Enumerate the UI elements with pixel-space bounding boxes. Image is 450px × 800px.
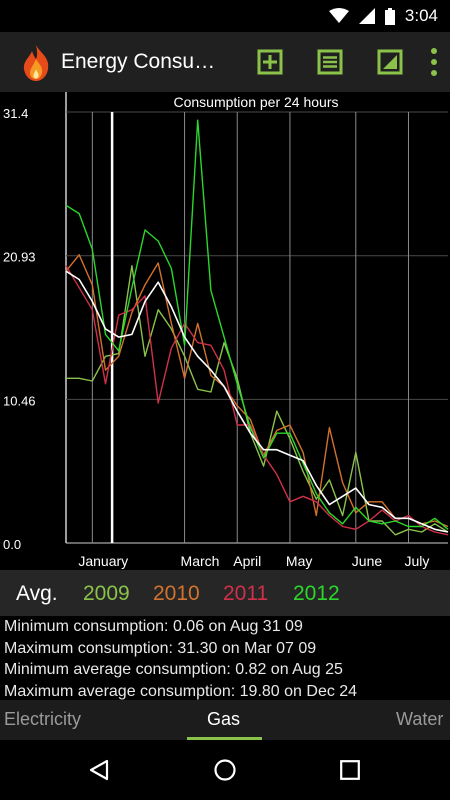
wifi-icon — [328, 8, 349, 23]
legend-item-2009[interactable]: 2009 — [83, 582, 130, 605]
legend-item-2011[interactable]: 2011 — [223, 582, 269, 605]
legend-avg-label: Avg. — [16, 582, 58, 605]
y-tick-label: 20.93 — [3, 250, 36, 265]
consumption-chart[interactable]: 31.4 20.93 10.46 0.0 January March April May Jun… — [0, 92, 450, 570]
x-tick-label: July — [404, 553, 429, 569]
recents-icon[interactable] — [340, 760, 360, 780]
legend: Avg. 2009 2010 2011 2012 — [0, 570, 450, 616]
tab-bar: Electricity Gas Water — [0, 700, 450, 740]
home-icon[interactable] — [214, 759, 236, 781]
line-chart[interactable]: 31.4 20.93 10.46 0.0 January March April May Jun… — [0, 92, 450, 570]
series-line-2011 — [65, 265, 449, 536]
x-tick-label: May — [286, 553, 312, 569]
x-tick-label: April — [233, 553, 261, 569]
flame-icon — [23, 45, 49, 81]
y-tick-label: 10.46 — [3, 393, 36, 408]
tab-electricity[interactable]: Electricity — [4, 709, 82, 729]
tab-water[interactable]: Water — [396, 709, 444, 729]
battery-icon — [384, 7, 395, 25]
tab-gas[interactable]: Gas — [207, 709, 241, 729]
status-bar: 3:04 — [0, 0, 450, 32]
max-average-consumption: Maximum average consumption: 19.80 on De… — [4, 682, 358, 700]
chart-title: Consumption per 24 hours — [174, 94, 339, 110]
y-tick-label: 31.4 — [3, 106, 28, 121]
x-tick-label: March — [181, 553, 220, 569]
legend-item-2012[interactable]: 2012 — [293, 582, 340, 605]
status-time: 3:04 — [404, 6, 438, 25]
series-line-2009 — [66, 264, 449, 536]
x-tick-label: June — [352, 553, 383, 569]
chart-icon[interactable] — [377, 49, 403, 75]
min-consumption: Minimum consumption: 0.06 on Aug 31 09 — [4, 618, 303, 635]
add-icon[interactable] — [257, 49, 283, 75]
y-tick-label: 0.0 — [3, 537, 21, 552]
min-average-consumption: Minimum average consumption: 0.82 on Aug… — [4, 661, 343, 678]
app-title: Energy Consu… — [61, 50, 216, 73]
series-line-2010 — [65, 254, 449, 528]
navigation-bar — [0, 740, 450, 800]
list-icon[interactable] — [317, 49, 343, 75]
max-consumption: Maximum consumption: 31.30 on Mar 07 09 — [4, 639, 317, 657]
series-line-2012 — [65, 119, 449, 530]
active-tab-indicator — [187, 737, 262, 740]
legend-item-2010[interactable]: 2010 — [153, 582, 200, 605]
app-bar: Energy Consu… — [0, 32, 450, 92]
x-tick-label: January — [78, 553, 128, 569]
back-icon[interactable] — [89, 759, 109, 781]
signal-icon — [358, 8, 375, 24]
statistics: Minimum consumption: 0.06 on Aug 31 09 M… — [4, 616, 450, 702]
series-line-avg — [65, 270, 449, 533]
status-icons: 3:04 — [328, 0, 438, 32]
overflow-menu-icon[interactable] — [430, 47, 438, 77]
